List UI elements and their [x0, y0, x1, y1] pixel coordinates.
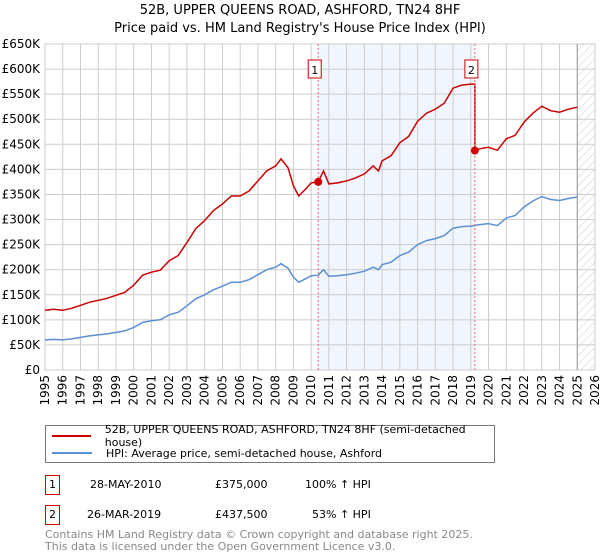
y-tick-label: £600K	[2, 62, 42, 76]
sale-row: 2 26-MAR-2019 £437,500 53% ↑ HPI	[45, 505, 505, 527]
x-tick-label: 2022	[517, 375, 531, 406]
x-tick-label: 2016	[411, 375, 425, 406]
x-tick-label: 1997	[73, 375, 87, 406]
sale-label: 1	[311, 64, 318, 77]
x-tick-label: 2020	[482, 375, 496, 406]
y-tick-label: £350K	[2, 187, 42, 201]
x-tick-label: 2006	[233, 375, 247, 406]
y-tick-label: £200K	[2, 263, 42, 277]
y-tick-label: £450K	[2, 137, 42, 151]
legend-swatch-red	[52, 435, 91, 437]
x-tick-label: 2008	[269, 375, 283, 406]
footer-line: Contains HM Land Registry data © Crown c…	[45, 528, 473, 541]
sale-number-badge: 1	[45, 475, 60, 495]
sale-point	[470, 146, 479, 155]
y-tick-label: £150K	[2, 288, 42, 302]
hpi-line	[44, 195, 578, 341]
y-tick-label: £100K	[2, 313, 42, 327]
x-tick-label: 2014	[375, 375, 389, 406]
shaded-ownership-period	[318, 44, 475, 370]
plot-border	[44, 43, 596, 371]
legend-swatch-blue	[52, 452, 92, 454]
hatched-region	[577, 44, 595, 370]
y-tick-label: £0	[25, 363, 40, 377]
sale-label-box	[307, 59, 322, 79]
legend: 52B, UPPER QUEENS ROAD, ASHFORD, TN24 8H…	[45, 423, 495, 463]
legend-item-hpi: HPI: Average price, semi-detached house,…	[46, 445, 382, 461]
legend-label: 52B, UPPER QUEENS ROAD, ASHFORD, TN24 8H…	[104, 423, 466, 449]
y-tick-label: £50K	[9, 338, 41, 352]
x-tick-label: 2002	[162, 375, 176, 406]
legend-label: HPI: Average price, semi-detached house,…	[106, 446, 383, 460]
x-tick-label: 2013	[357, 375, 371, 406]
x-tick-label: 1996	[56, 375, 70, 406]
sale-price: £437,500	[215, 508, 268, 521]
x-tick-label: 1999	[109, 375, 123, 406]
x-tick-label: 2025	[570, 375, 584, 406]
x-tick-label: 2003	[180, 375, 194, 406]
chart-subtitle: Price paid vs. HM Land Registry's House …	[114, 21, 486, 36]
sale-number-badge: 2	[45, 505, 60, 525]
y-tick-label: £250K	[2, 238, 42, 252]
sale-date: 28-MAY-2010	[90, 478, 162, 491]
y-tick-label: £300K	[2, 213, 42, 227]
y-tick-label: £500K	[2, 112, 42, 126]
sale-hpi-change: 100% ↑ HPI	[305, 478, 371, 491]
x-tick-label: 2005	[215, 375, 229, 406]
x-tick-label: 2021	[499, 375, 513, 406]
sale-row: 1 28-MAY-2010 £375,000 100% ↑ HPI	[45, 475, 505, 497]
sale-price: £375,000	[215, 478, 268, 491]
x-tick-label: 2004	[198, 375, 212, 406]
x-tick-label: 2007	[251, 375, 265, 406]
x-tick-label: 2011	[322, 375, 336, 406]
x-tick-label: 2000	[127, 375, 141, 406]
x-tick-label: 2024	[553, 375, 567, 406]
y-tick-label: £400K	[2, 162, 42, 176]
x-tick-label: 2015	[393, 375, 407, 406]
x-tick-label: 1998	[91, 375, 105, 406]
sale-date: 26-MAR-2019	[87, 508, 162, 521]
x-tick-label: 2010	[304, 375, 318, 406]
legend-item-property: 52B, UPPER QUEENS ROAD, ASHFORD, TN24 8H…	[46, 423, 494, 449]
chart-title: 52B, UPPER QUEENS ROAD, ASHFORD, TN24 8H…	[139, 3, 461, 18]
x-tick-label: 2018	[446, 375, 460, 406]
x-tick-label: 2023	[535, 375, 549, 406]
y-tick-label: £550K	[2, 87, 42, 101]
x-tick-label: 2009	[286, 375, 300, 406]
footer-line: This data is licensed under the Open Gov…	[45, 540, 396, 553]
x-tick-label: 2001	[144, 375, 158, 406]
sale-hpi-change: 53% ↑ HPI	[312, 508, 371, 521]
x-tick-label: 2026	[588, 375, 600, 406]
y-tick-label: £650K	[2, 37, 42, 51]
x-tick-label: 2019	[464, 375, 478, 406]
sale-label: 2	[468, 64, 475, 77]
footer: Contains HM Land Registry data © Crown c…	[45, 529, 473, 553]
x-tick-label: 2012	[340, 375, 354, 406]
x-tick-label: 2017	[428, 375, 442, 406]
sale-label-box	[464, 59, 479, 79]
sale-point	[314, 177, 323, 186]
x-tick-label: 1995	[38, 375, 52, 406]
